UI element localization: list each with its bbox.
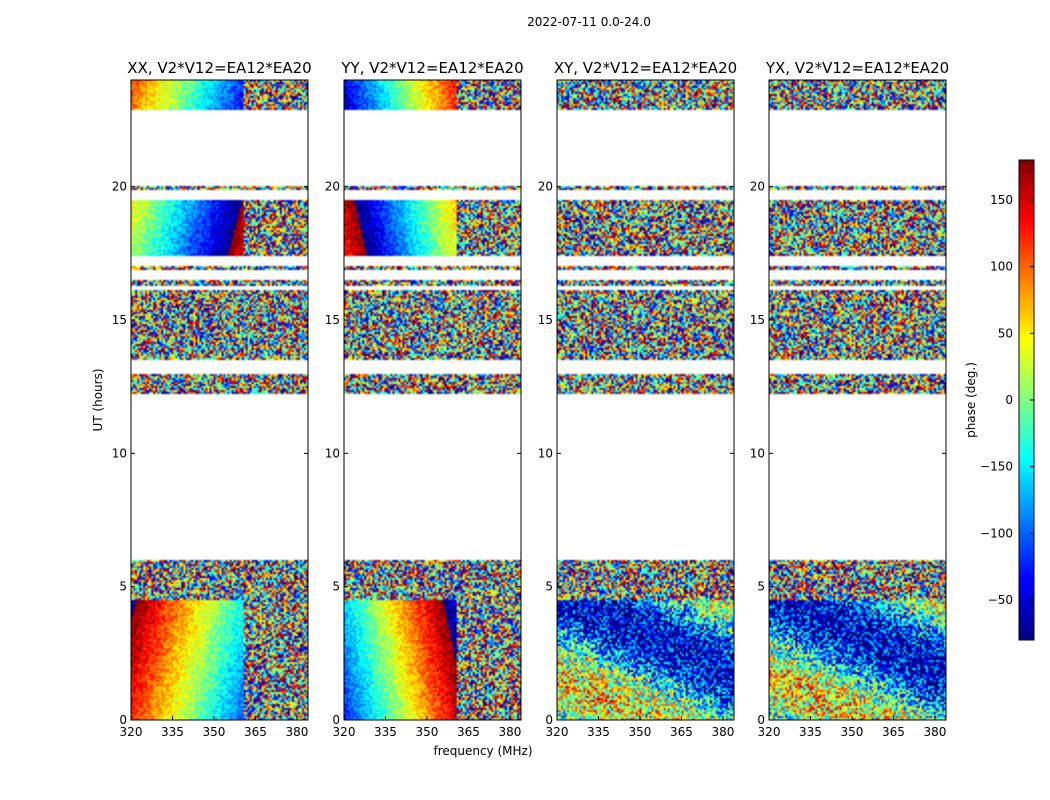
panel-frame [130, 79, 309, 721]
y-tick-label: 5 [545, 580, 553, 594]
colorbar-tick-label: 100 [990, 260, 1013, 274]
y-tick-label: 10 [112, 446, 127, 460]
x-tick-label: 320 [120, 725, 143, 739]
y-axis-label: UT (hours) [91, 368, 105, 431]
x-tick-label: 335 [587, 725, 610, 739]
x-tick-label: 350 [629, 725, 652, 739]
panel-title: YY, V2*V12=EA12*EA20 [340, 59, 523, 77]
colorbar: 150 100 50 0 −150 −100 −50 [980, 159, 1035, 641]
colorbar-tick-label: 150 [990, 193, 1013, 207]
colorbar-tick-label: −50 [988, 593, 1013, 607]
heatmap-cells [769, 80, 946, 720]
x-tick-label: 320 [758, 725, 781, 739]
x-tick-label: 350 [416, 725, 439, 739]
x-tick-label: 380 [711, 725, 734, 739]
panel-title: XY, V2*V12=EA12*EA20 [554, 59, 737, 77]
panel-4: YX, V2*V12=EA12*EA20 320 335 350 365 380 0 5 10 1… [750, 59, 949, 739]
x-tick-label: 380 [923, 725, 946, 739]
heatmap-cells [557, 80, 734, 720]
panel-frame [768, 79, 947, 721]
x-tick-label: 365 [457, 725, 480, 739]
x-tick-label: 335 [374, 725, 397, 739]
figure-suptitle: 2022-07-11 0.0-24.0 [527, 15, 651, 29]
x-tick-label: 380 [498, 725, 521, 739]
y-tick-label: 10 [538, 446, 553, 460]
x-tick-label: 350 [841, 725, 864, 739]
colorbar-tick-label: 50 [998, 326, 1013, 340]
x-tick-label: 365 [670, 725, 693, 739]
y-tick-label: 15 [325, 313, 340, 327]
x-tick-label: 335 [161, 725, 184, 739]
y-tick-label: 15 [112, 313, 127, 327]
panel-2: YY, V2*V12=EA12*EA20 320 335 350 365 380 0 5 10 1… [325, 59, 524, 739]
x-tick-label: 350 [203, 725, 226, 739]
panel-title: YX, V2*V12=EA12*EA20 [765, 59, 949, 77]
y-tick-label: 20 [112, 180, 127, 194]
y-tick-label: 5 [332, 580, 340, 594]
y-tick-label: 15 [538, 313, 553, 327]
y-tick-label: 5 [119, 580, 127, 594]
panel-frame [556, 79, 735, 721]
heatmap-cells [131, 80, 308, 720]
y-tick-label: 0 [545, 713, 553, 727]
colorbar-tick-label: −150 [980, 460, 1013, 474]
y-tick-label: 15 [750, 313, 765, 327]
colorbar-label: phase (deg.) [964, 362, 978, 438]
y-tick-label: 0 [119, 713, 127, 727]
x-tick-label: 380 [285, 725, 308, 739]
x-tick-label: 365 [244, 725, 267, 739]
heatmap-cells [344, 80, 521, 720]
x-tick-label: 320 [333, 725, 356, 739]
x-tick-label: 365 [882, 725, 905, 739]
colorbar-tick-label: −100 [980, 526, 1013, 540]
y-tick-label: 0 [757, 713, 765, 727]
panel-title: XX, V2*V12=EA12*EA20 [127, 59, 311, 77]
y-tick-label: 10 [325, 446, 340, 460]
y-tick-label: 20 [750, 180, 765, 194]
y-tick-label: 10 [750, 446, 765, 460]
y-tick-label: 20 [538, 180, 553, 194]
panels-layer: XX, V2*V12=EA12*EA20 320 335 350 365 380 0 5 10 1… [112, 59, 949, 739]
panel-1: XX, V2*V12=EA12*EA20 320 335 350 365 380 0 5 10 1… [112, 59, 312, 739]
y-tick-label: 0 [332, 713, 340, 727]
x-axis-label: frequency (MHz) [433, 744, 532, 758]
x-tick-label: 320 [546, 725, 569, 739]
y-tick-label: 20 [325, 180, 340, 194]
panel-frame [343, 79, 522, 721]
x-tick-label: 335 [799, 725, 822, 739]
panel-3: XY, V2*V12=EA12*EA20 320 335 350 365 380 0 5 10 1… [538, 59, 737, 739]
colorbar-tick-label: 0 [1005, 393, 1013, 407]
y-tick-label: 5 [757, 580, 765, 594]
